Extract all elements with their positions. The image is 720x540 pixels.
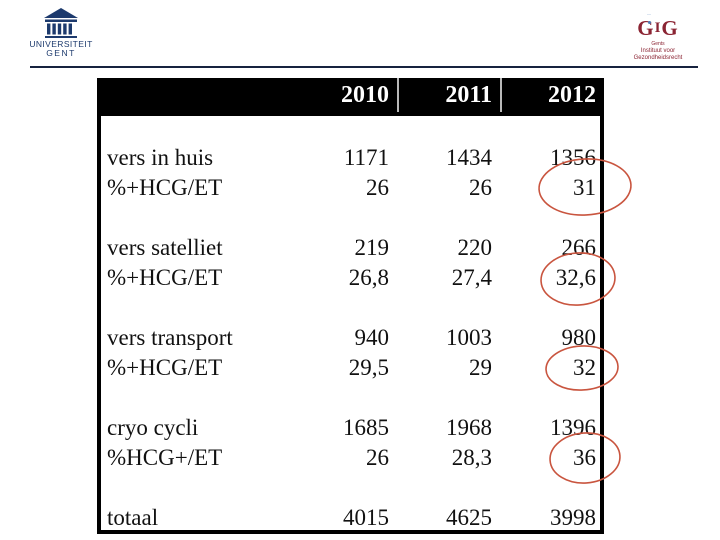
ugent-logo-text-line1: UNIVERSITEIT [29, 39, 93, 49]
gig-blue-dot-icon [647, 21, 651, 24]
cell-2012: 980 [561, 325, 597, 350]
ugent-temple-icon [44, 8, 78, 38]
cell-2010: 26,8 [348, 265, 389, 290]
table-row-cryo-cycli: cryo cycli 1685 1968 1396 [97, 413, 604, 443]
table-row-pct-hcg-et-3: %+HCG/ET 29,5 29 32 [97, 353, 604, 383]
row-label: cryo cycli [107, 415, 199, 440]
table-body: vers in huis 1171 1434 1356 %+HCG/ET 26 … [97, 112, 604, 534]
table-row-totaal: totaal 4015 4625 3998 [97, 503, 604, 533]
gig-letter-g1: G [637, 16, 655, 40]
row-spacer [97, 473, 604, 503]
header-divider-line [30, 66, 698, 68]
cell-2010: 29,5 [348, 355, 389, 380]
row-label: %+HCG/ET [107, 265, 223, 290]
cell-2012: 266 [561, 235, 597, 260]
cell-2011: 29 [469, 355, 492, 380]
table-header-2012: 2012 [500, 78, 604, 112]
table-row-pct-hcg-et-4: %HCG+/ET 26 28,3 36 [97, 443, 604, 473]
row-spacer [97, 293, 604, 323]
cell-2012: 1396 [550, 415, 596, 440]
row-label: totaal [107, 505, 159, 530]
cell-2010: 1685 [343, 415, 389, 440]
results-table: 2010 2011 2012 vers in huis 1171 1434 13… [97, 78, 604, 534]
cell-2011: 4625 [446, 505, 492, 530]
table-header-row: 2010 2011 2012 [97, 78, 604, 112]
cell-2012-circled: 31 [573, 175, 596, 200]
row-spacer [97, 203, 604, 233]
cell-2011: 26 [469, 175, 492, 200]
row-label: vers in huis [107, 145, 214, 170]
gig-logo: ·· GIG Gents Instituut voor Gezondheidsr… [614, 12, 702, 62]
gig-logo-subtext-1: Gents [651, 41, 665, 47]
cell-2011: 220 [457, 235, 493, 260]
cell-2010: 26 [366, 445, 389, 470]
cell-2012-circled: 32 [573, 355, 596, 380]
gig-letter-i: I [654, 20, 662, 36]
cell-2010: 219 [354, 235, 390, 260]
cell-2011: 1003 [446, 325, 492, 350]
gig-letter-g2: G [661, 16, 679, 40]
gig-logo-subtext-3: Gezondheidsrecht [633, 55, 683, 61]
cell-2010: 4015 [343, 505, 389, 530]
table-header-blank [97, 78, 289, 112]
cell-2010: 940 [354, 325, 390, 350]
table-row-pct-hcg-et-2: %+HCG/ET 26,8 27,4 32,6 [97, 263, 604, 293]
table-header-2011: 2011 [397, 78, 500, 112]
gig-logo-letters: GIG [614, 18, 702, 41]
row-label: vers transport [107, 325, 233, 350]
table-row-vers-transport: vers transport 940 1003 980 [97, 323, 604, 353]
cell-2011: 27,4 [451, 265, 492, 290]
gig-logo-subtext-2: Instituut voor [640, 48, 676, 54]
table-header-2010: 2010 [341, 82, 389, 108]
cell-2012: 1356 [550, 145, 596, 170]
cell-2010: 26 [366, 175, 389, 200]
cell-2012: 3998 [550, 505, 596, 530]
gig-logo-topmark: ·· [647, 12, 651, 18]
cell-2012-circled: 32,6 [555, 265, 596, 290]
row-label: %+HCG/ET [107, 175, 223, 200]
cell-2011: 1968 [446, 415, 492, 440]
ugent-logo-text-line2: GENT [46, 48, 76, 58]
cell-2011: 1434 [446, 145, 492, 170]
row-label: %HCG+/ET [107, 445, 223, 470]
cell-2010: 1171 [343, 145, 389, 170]
row-label: vers satelliet [107, 235, 223, 260]
cell-2012-circled: 36 [573, 445, 596, 470]
ugent-logo: UNIVERSITEIT GENT [28, 8, 94, 58]
row-label: %+HCG/ET [107, 355, 223, 380]
table-row-vers-satelliet: vers satelliet 219 220 266 [97, 233, 604, 263]
table-row-pct-hcg-et-1: %+HCG/ET 26 26 31 [97, 173, 604, 203]
row-spacer [97, 383, 604, 413]
cell-2011: 28,3 [451, 445, 492, 470]
table-row-vers-in-huis: vers in huis 1171 1434 1356 [97, 143, 604, 173]
